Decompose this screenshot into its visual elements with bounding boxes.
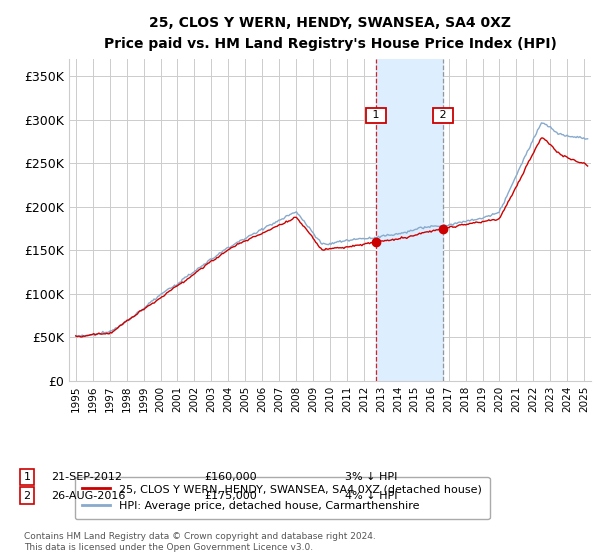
- Legend: 25, CLOS Y WERN, HENDY, SWANSEA, SA4 0XZ (detached house), HPI: Average price, d: 25, CLOS Y WERN, HENDY, SWANSEA, SA4 0XZ…: [74, 477, 490, 519]
- Text: 3% ↓ HPI: 3% ↓ HPI: [345, 472, 397, 482]
- Text: 21-SEP-2012: 21-SEP-2012: [51, 472, 122, 482]
- Text: 26-AUG-2016: 26-AUG-2016: [51, 491, 125, 501]
- Text: £160,000: £160,000: [204, 472, 257, 482]
- Bar: [376, 59, 443, 381]
- Text: 1: 1: [369, 110, 383, 120]
- Title: 25, CLOS Y WERN, HENDY, SWANSEA, SA4 0XZ
Price paid vs. HM Land Registry's House: 25, CLOS Y WERN, HENDY, SWANSEA, SA4 0XZ…: [104, 16, 556, 51]
- Text: 4% ↓ HPI: 4% ↓ HPI: [345, 491, 398, 501]
- Text: 2: 2: [23, 491, 31, 501]
- Text: 2: 2: [436, 110, 450, 120]
- Text: 1: 1: [23, 472, 31, 482]
- Text: £175,000: £175,000: [204, 491, 257, 501]
- Text: Contains HM Land Registry data © Crown copyright and database right 2024.
This d: Contains HM Land Registry data © Crown c…: [24, 532, 376, 552]
